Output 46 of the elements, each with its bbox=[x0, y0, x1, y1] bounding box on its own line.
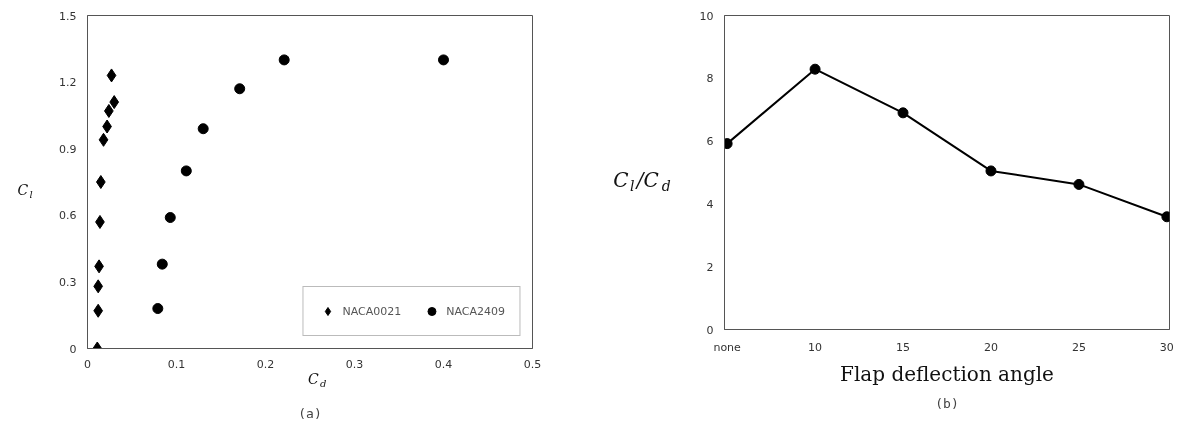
legend-label: NACA0021 bbox=[342, 304, 402, 318]
y-tick-label: 1.5 bbox=[59, 9, 77, 23]
x-tick-label: none bbox=[713, 340, 742, 354]
y-tick-label: 2 bbox=[706, 260, 714, 274]
x-tick-label: 0.4 bbox=[434, 357, 453, 371]
x-tick-label: 0.1 bbox=[167, 357, 186, 371]
point bbox=[234, 83, 246, 95]
y-tick-label: 6 bbox=[706, 135, 714, 149]
text: (a) bbox=[298, 405, 322, 421]
x-tick-label: 0.3 bbox=[345, 357, 364, 371]
y-tick-label: 0.9 bbox=[59, 142, 77, 156]
point bbox=[809, 63, 821, 75]
point bbox=[98, 132, 109, 147]
point bbox=[897, 107, 909, 119]
point bbox=[985, 165, 997, 177]
x-axis-title: Flap deflection angle bbox=[840, 361, 1054, 386]
point bbox=[152, 303, 164, 315]
x-tick-label: 0.5 bbox=[523, 357, 542, 371]
point bbox=[180, 165, 192, 177]
y-tick-label: 0.6 bbox=[59, 209, 77, 223]
point bbox=[109, 95, 120, 110]
point bbox=[1073, 178, 1085, 190]
x-tick-label: 0.2 bbox=[256, 357, 275, 371]
point bbox=[156, 258, 168, 270]
text: (b) bbox=[935, 395, 959, 411]
legend-label: NACA2409 bbox=[446, 304, 505, 318]
point bbox=[96, 175, 106, 189]
x-tick-label: 10 bbox=[808, 340, 823, 354]
x-tick-label: 15 bbox=[896, 340, 911, 354]
y-tick-label: 0.3 bbox=[59, 275, 77, 289]
x-tick-label: 20 bbox=[983, 340, 998, 354]
point bbox=[93, 303, 104, 318]
y-tick-label: 8 bbox=[706, 72, 714, 86]
y-tick-label: 1.2 bbox=[59, 76, 77, 90]
point bbox=[197, 123, 209, 135]
point bbox=[164, 212, 176, 224]
x-tick-label: 0 bbox=[84, 357, 91, 371]
y-tick-label: 10 bbox=[699, 9, 714, 23]
point bbox=[438, 54, 449, 66]
point bbox=[278, 54, 290, 66]
y-tick-label: 0 bbox=[706, 323, 714, 337]
point bbox=[106, 68, 117, 83]
y-tick-label: 4 bbox=[706, 197, 714, 211]
x-tick-label: 30 bbox=[1159, 340, 1174, 354]
point bbox=[93, 279, 104, 294]
x-tick-label: 25 bbox=[1071, 340, 1086, 354]
